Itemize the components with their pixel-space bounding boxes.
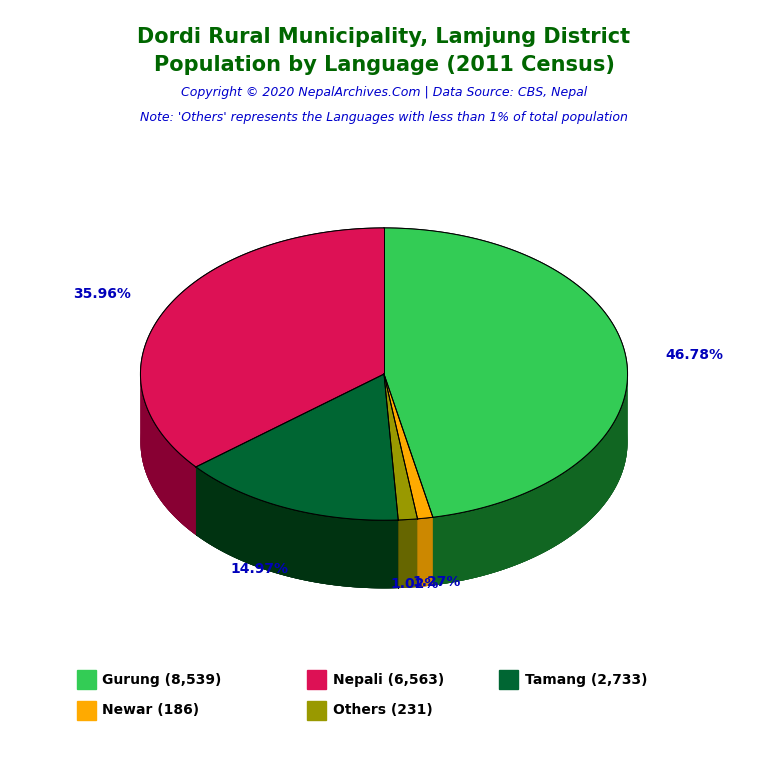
Text: Gurung (8,539): Gurung (8,539) [102, 673, 221, 687]
Text: 1.02%: 1.02% [390, 577, 439, 591]
Polygon shape [384, 374, 418, 520]
Polygon shape [399, 519, 418, 588]
Text: Nepali (6,563): Nepali (6,563) [333, 673, 444, 687]
Text: Copyright © 2020 NepalArchives.Com | Data Source: CBS, Nepal: Copyright © 2020 NepalArchives.Com | Dat… [181, 86, 587, 99]
Polygon shape [196, 467, 399, 588]
Text: Dordi Rural Municipality, Lamjung District: Dordi Rural Municipality, Lamjung Distri… [137, 27, 631, 47]
Polygon shape [141, 228, 384, 467]
Polygon shape [384, 374, 433, 519]
Polygon shape [196, 467, 399, 588]
Text: 14.97%: 14.97% [230, 562, 288, 576]
Polygon shape [384, 374, 418, 520]
Polygon shape [196, 467, 399, 588]
Polygon shape [418, 517, 433, 587]
Polygon shape [141, 296, 627, 588]
Text: Newar (186): Newar (186) [102, 703, 199, 717]
Text: 1.27%: 1.27% [412, 575, 461, 589]
Polygon shape [141, 228, 384, 467]
Polygon shape [384, 374, 433, 519]
Polygon shape [196, 374, 399, 520]
Polygon shape [433, 376, 627, 585]
Polygon shape [141, 375, 196, 535]
Polygon shape [141, 375, 196, 535]
Polygon shape [433, 376, 627, 585]
Text: 46.78%: 46.78% [665, 348, 723, 362]
Polygon shape [399, 519, 418, 588]
Text: Tamang (2,733): Tamang (2,733) [525, 673, 647, 687]
Text: Note: 'Others' represents the Languages with less than 1% of total population: Note: 'Others' represents the Languages … [140, 111, 628, 124]
Polygon shape [196, 374, 399, 520]
Text: Population by Language (2011 Census): Population by Language (2011 Census) [154, 55, 614, 75]
Polygon shape [399, 519, 418, 588]
Text: 35.96%: 35.96% [73, 287, 131, 301]
Polygon shape [384, 228, 627, 517]
Polygon shape [418, 517, 433, 587]
Polygon shape [384, 228, 627, 517]
Polygon shape [141, 375, 196, 535]
Text: Others (231): Others (231) [333, 703, 432, 717]
Polygon shape [418, 517, 433, 587]
Polygon shape [433, 376, 627, 585]
